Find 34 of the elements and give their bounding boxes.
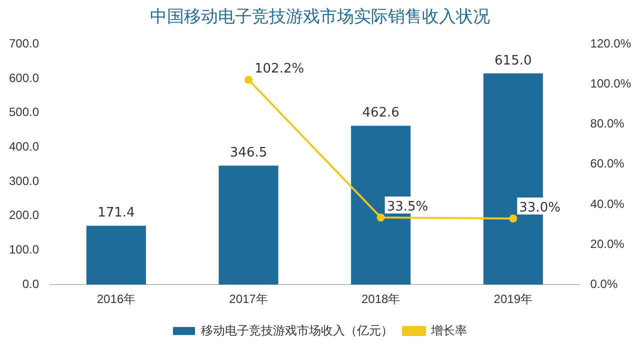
y-tick-label: 400.0	[9, 140, 40, 154]
bar	[86, 226, 146, 285]
x-tick-label: 2018年	[361, 292, 400, 306]
y2-tick-label: 40.0%	[590, 196, 625, 211]
bar	[218, 166, 278, 285]
y2-tick-label: 120.0%	[590, 36, 632, 51]
legend-label: 增长率	[430, 323, 467, 338]
y2-tick-label: 60.0%	[590, 156, 625, 171]
point	[244, 76, 253, 84]
data-label: 462.6	[362, 106, 400, 121]
x-tick-label: 2019年	[494, 292, 532, 306]
y2-tick-label: 80.0%	[590, 116, 625, 131]
data-label: 171.4	[98, 206, 135, 221]
data-label: 615.0	[494, 53, 532, 68]
legend-label: 移动电子竞技游戏市场收入（亿元）	[201, 323, 393, 338]
y-tick-label: 600.0	[9, 70, 40, 85]
x-tick-label: 2016年	[96, 292, 136, 306]
data-label: 346.5	[230, 145, 268, 160]
y2-tick-label: 100.0%	[590, 76, 632, 91]
y-tick-label: 300.0	[9, 174, 40, 188]
y2-tick-label: 20.0%	[590, 236, 625, 251]
point	[376, 213, 385, 222]
y-tick-label: 0.0	[22, 276, 40, 291]
data-label: 102.2%	[254, 62, 304, 77]
point	[509, 214, 518, 222]
y2-tick-label: 0.0%	[590, 276, 618, 291]
chart-title: 中国移动电子竞技游戏市场实际销售收入状况	[149, 6, 491, 29]
x-tick-label: 2017年	[229, 292, 268, 306]
y-tick-label: 200.0	[9, 208, 40, 222]
y-tick-label: 500.0	[9, 105, 40, 120]
data-label: 33.0%	[519, 200, 560, 216]
y-tick-label: 100.0	[9, 242, 40, 257]
data-label: 33.5%	[386, 199, 428, 214]
y-tick-label: 700.0	[9, 36, 40, 51]
